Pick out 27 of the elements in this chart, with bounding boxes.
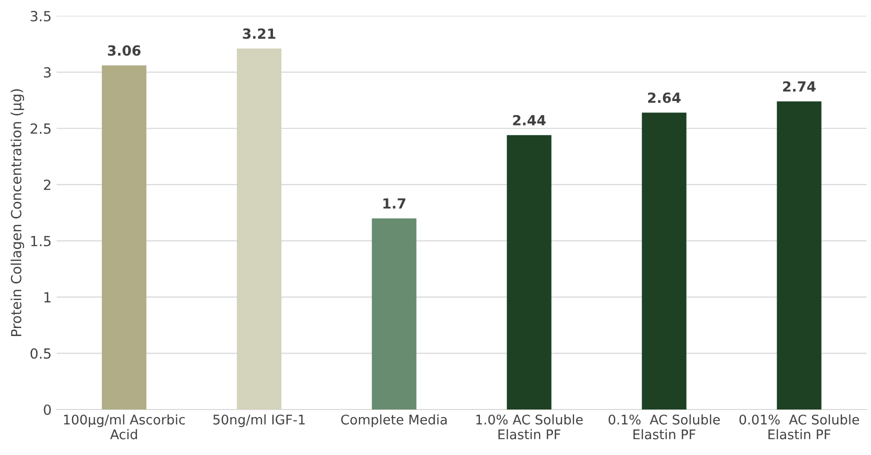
y-tick-label: 3 [44, 67, 51, 78]
y-tick-label: 1.5 [31, 236, 51, 246]
data-label: 2.64 [648, 92, 681, 103]
y-tick-label: 2 [44, 180, 50, 190]
bar [372, 218, 416, 410]
bar [776, 101, 822, 410]
y-tick-label: 3.5 [30, 10, 51, 22]
data-label: 2.44 [513, 114, 546, 126]
x-tick-label: 1.0% AC Soluble Elastin PF [476, 414, 583, 440]
data-label: 2.74 [783, 81, 816, 92]
bar [102, 65, 146, 410]
data-label: 3.21 [242, 28, 276, 39]
x-tick-label: 0.1% AC Soluble Elastin PF [608, 414, 720, 440]
bar [236, 48, 282, 410]
y-axis-title: Protein Collagen Concentration (µg) [10, 89, 24, 336]
bar [642, 112, 686, 410]
x-tick-label: 0.01% AC Soluble Elastin PF [739, 414, 860, 440]
x-tick-label: Complete Media [341, 414, 447, 428]
y-tick-label: 0 [44, 404, 51, 415]
x-tick-label: 100µg/ml Ascorbic Acid [64, 414, 185, 440]
data-label: 1.7 [383, 198, 406, 208]
y-tick-label: 0.5 [30, 348, 51, 359]
bar [506, 135, 552, 410]
y-tick-label: 1 [44, 292, 50, 302]
data-label: 3.06 [108, 45, 141, 56]
y-tick-label: 2.5 [30, 123, 51, 134]
x-tick-label: 50ng/ml IGF-1 [213, 414, 305, 428]
